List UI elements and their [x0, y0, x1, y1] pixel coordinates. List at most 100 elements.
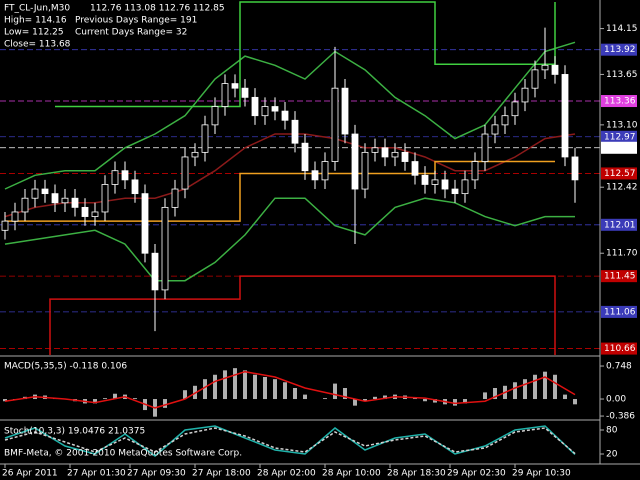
histogram-bar	[463, 399, 467, 404]
y-tick-label: 0.00	[606, 395, 626, 405]
x-tick-label: 29 Apr 10:30	[512, 469, 571, 479]
candle-body	[41, 188, 49, 195]
histogram-bar	[163, 399, 167, 408]
histogram-bar	[293, 388, 297, 400]
y-tick-label: -0.386	[606, 412, 635, 422]
histogram-bar	[183, 390, 187, 400]
candle-body	[391, 151, 399, 158]
level-label: 112.85	[604, 143, 636, 153]
histogram-bar	[513, 382, 517, 400]
candle-body	[211, 106, 219, 126]
candle-body	[51, 193, 59, 204]
level-label-box	[601, 218, 637, 231]
histogram-bar	[213, 374, 217, 400]
candle-body	[521, 87, 529, 103]
histogram-bar	[303, 394, 307, 400]
candle-body	[291, 119, 299, 144]
histogram-bar	[413, 398, 417, 400]
level-label: 110.66	[604, 344, 636, 354]
candle-body	[21, 197, 29, 213]
indicator-line	[4, 133, 576, 218]
histogram-bar	[383, 395, 387, 400]
histogram-bar	[523, 379, 527, 400]
histogram-bar	[3, 399, 7, 402]
level-label-box	[601, 141, 637, 154]
y-tick-label: 113.65	[606, 70, 638, 80]
histogram-bar	[433, 399, 437, 403]
candle-body	[331, 87, 339, 162]
candle-body	[81, 206, 89, 217]
histogram-bar	[363, 399, 367, 402]
histogram-bar	[573, 399, 577, 405]
histogram-bar	[563, 394, 567, 400]
candle-body	[281, 110, 289, 121]
y-tick-label: 113.10	[606, 120, 638, 130]
y-tick-label: 114.15	[606, 24, 638, 34]
candle-body	[411, 161, 419, 176]
candle-body	[461, 179, 469, 195]
histogram-bar	[233, 368, 237, 400]
candle-body	[231, 83, 239, 89]
y-tick-label: 112.42	[606, 183, 638, 193]
copyright: BMF-Meta, © 2001-2010 MetaQuotes Softwar…	[4, 449, 242, 459]
histogram-bar	[253, 374, 257, 400]
level-label: 112.97	[604, 132, 636, 142]
candle-body	[531, 69, 539, 89]
x-tick-label: 28 Apr 02:00	[257, 469, 316, 479]
candle-body	[491, 124, 499, 135]
candle-body	[381, 147, 389, 158]
indicator-line	[4, 41, 576, 190]
x-tick-label: 27 Apr 18:00	[192, 469, 251, 479]
level-label-box	[601, 167, 637, 180]
y-tick-label: 111.70	[606, 249, 638, 259]
histogram-bar	[343, 388, 347, 400]
annotation: Previous Days Range= 191	[75, 16, 197, 26]
histogram-bar	[273, 379, 277, 400]
candle-body	[471, 161, 479, 181]
level-label: 112.01	[604, 220, 636, 230]
x-tick-label: 27 Apr 09:30	[127, 469, 186, 479]
y-tick-label: 0.748	[606, 362, 632, 372]
candle-body	[221, 83, 229, 107]
candle-body	[131, 179, 139, 195]
histogram-bar	[423, 399, 427, 402]
candle-body	[431, 179, 439, 185]
candle-body	[501, 115, 509, 126]
ohlc-text: 112.76 113.08 112.76 112.85	[90, 4, 225, 14]
annotation: Low= 112.25	[4, 28, 64, 38]
histogram-bar	[543, 371, 547, 400]
level-label-box	[601, 342, 637, 355]
x-tick-label: 27 Apr 01:30	[67, 469, 126, 479]
level-label: 111.45	[604, 272, 636, 282]
candle-body	[111, 170, 119, 185]
indicator-line	[4, 425, 576, 457]
candle-body	[121, 170, 129, 181]
histogram-bar	[283, 382, 287, 400]
x-tick-label: 29 Apr 02:30	[447, 469, 506, 479]
candle-body	[351, 133, 359, 190]
annotation: Current Days Range= 32	[75, 28, 187, 38]
candle-body	[191, 151, 199, 158]
candle-body	[1, 220, 9, 231]
histogram-bar	[203, 379, 207, 400]
y-tick-label: 80	[606, 426, 618, 436]
candle-body	[271, 106, 279, 112]
candle-body	[551, 64, 559, 75]
candle-body	[181, 156, 189, 190]
x-tick-label: 26 Apr 2011	[2, 469, 58, 479]
candle-body	[371, 147, 379, 153]
indicator-line	[5, 160, 555, 222]
panel-title: Stoch(10,3,3) 19.0476 21.0375	[4, 427, 145, 437]
candle-body	[451, 188, 459, 195]
indicator-line	[4, 197, 575, 282]
candle-body	[321, 161, 329, 181]
indicator-line	[49, 275, 556, 355]
panel-title: MACD(5,35,5) -0.118 0.106	[4, 362, 127, 372]
candle-body	[251, 96, 259, 117]
histogram-bar	[263, 376, 267, 400]
candle-body	[571, 156, 579, 181]
candle-body	[241, 87, 249, 98]
candle-body	[171, 188, 179, 208]
